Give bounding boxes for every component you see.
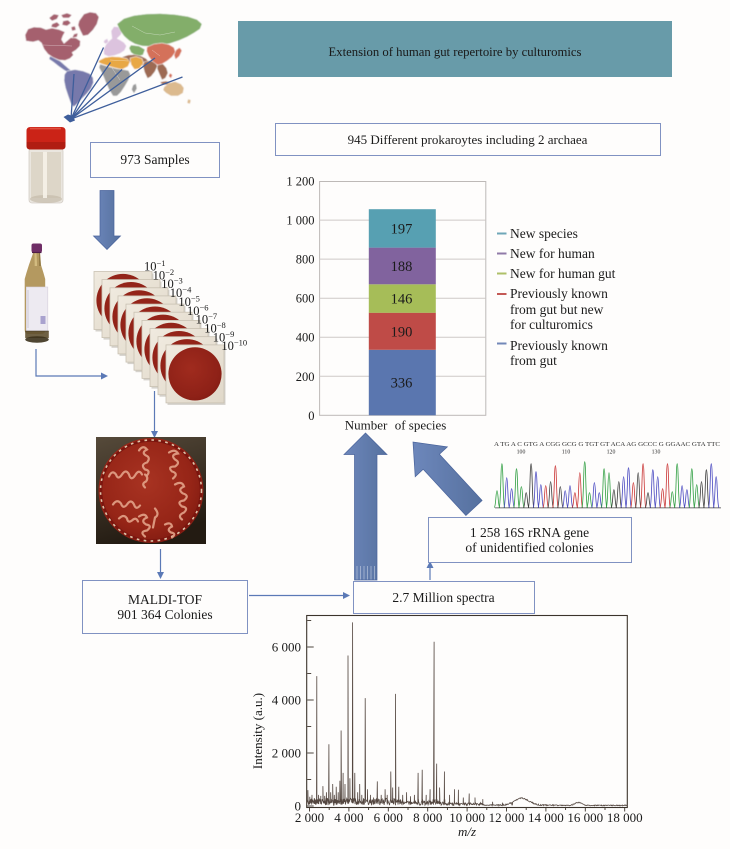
svg-text:1 000: 1 000 [286, 214, 314, 228]
svg-text:18 000: 18 000 [607, 810, 643, 825]
svg-text:2 000: 2 000 [272, 745, 301, 760]
svg-text:10 000: 10 000 [449, 810, 485, 825]
svg-text:6 000: 6 000 [374, 810, 403, 825]
svg-text:Intensity (a.u.): Intensity (a.u.) [250, 693, 265, 769]
svg-text:0: 0 [308, 409, 314, 423]
svg-text:110: 110 [562, 450, 571, 456]
svg-text:14 000: 14 000 [528, 810, 564, 825]
svg-text:16 000: 16 000 [567, 810, 603, 825]
svg-text:10−10: 10−10 [221, 338, 247, 354]
svg-text:0: 0 [295, 798, 302, 813]
svg-text:A TG A C GTG A CGG GCG G TGT G: A TG A C GTG A CGG GCG G TGT GT ACA AG G… [494, 442, 720, 448]
svg-text:2 000: 2 000 [295, 810, 324, 825]
svg-text:1 200: 1 200 [286, 175, 314, 189]
svg-text:120: 120 [607, 450, 616, 456]
svg-text:600: 600 [296, 292, 315, 306]
svg-text:Number: Number [345, 418, 388, 433]
svg-text:6 000: 6 000 [272, 639, 301, 654]
svg-text:200: 200 [296, 370, 315, 384]
svg-text:146: 146 [391, 292, 413, 308]
svg-text:336: 336 [391, 376, 413, 392]
svg-text:130: 130 [652, 450, 661, 456]
svg-text:800: 800 [296, 253, 315, 267]
svg-text:8 000: 8 000 [413, 810, 442, 825]
svg-text:190: 190 [391, 324, 413, 340]
svg-text:of species: of species [395, 418, 447, 433]
svg-text:100: 100 [517, 450, 526, 456]
svg-text:197: 197 [391, 221, 413, 237]
svg-text:4 000: 4 000 [272, 692, 301, 707]
svg-text:4 000: 4 000 [334, 810, 363, 825]
svg-text:400: 400 [296, 331, 315, 345]
svg-text:188: 188 [391, 259, 413, 275]
svg-text:m/z: m/z [458, 824, 476, 839]
svg-text:12 000: 12 000 [489, 810, 525, 825]
